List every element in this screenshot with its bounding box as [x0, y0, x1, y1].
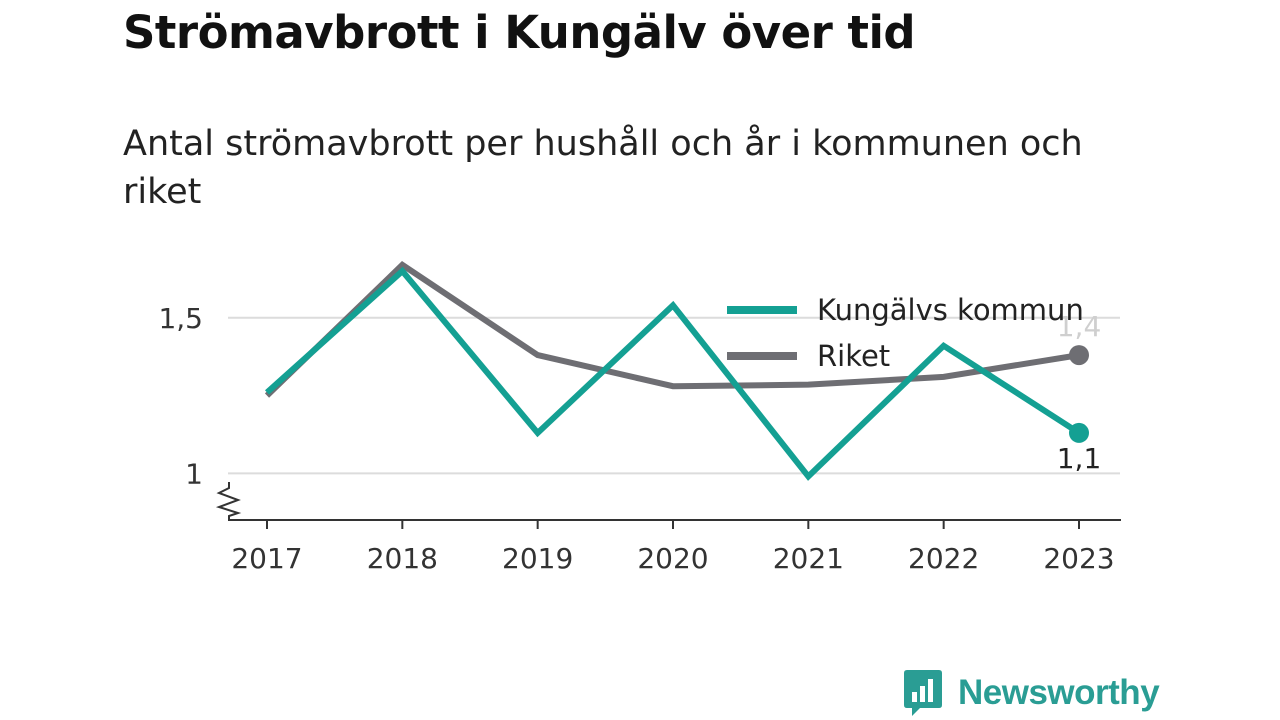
legend-label: Kungälvs kommun: [817, 293, 1084, 327]
brand-name: Newsworthy: [958, 673, 1160, 712]
data-labels: 1,1 1,4: [1057, 310, 1102, 475]
y-tick-label: 1: [185, 457, 203, 490]
legend-label: Riket: [817, 339, 890, 373]
x-axis: 2017 2018 2019 2020 2021 2022 2023: [215, 482, 1121, 575]
chart-title: Strömavbrott i Kungälv över tid: [123, 6, 916, 59]
y-tick-label: 1,5: [158, 302, 203, 335]
x-tick-label: 2022: [908, 542, 979, 575]
newsworthy-logo-icon: [904, 670, 942, 716]
axis-break-icon: [215, 482, 242, 520]
newsworthy-brand[interactable]: Newsworthy: [902, 668, 1160, 718]
x-tick-label: 2018: [367, 542, 438, 575]
legend: Kungälvs kommun Riket: [727, 293, 1084, 373]
series-lines: [264, 261, 1089, 481]
x-tick-label: 2023: [1043, 542, 1114, 575]
end-point-riket: [1069, 345, 1089, 366]
series-line-kungalv: [264, 266, 1081, 481]
x-tick-label: 2021: [773, 542, 844, 575]
x-tick-label: 2019: [502, 542, 573, 575]
end-label-kungalv: 1,1: [1057, 442, 1102, 475]
series-line-riket: [264, 261, 1080, 398]
x-tick-label: 2020: [637, 542, 708, 575]
end-label-riket: 1,4: [1057, 310, 1102, 343]
gridlines: 11,5: [158, 302, 1120, 490]
end-point-kungalv: [1069, 422, 1089, 443]
chart-subtitle: Antal strömavbrott per hushåll och år i …: [123, 124, 1083, 212]
x-tick-label: 2017: [231, 542, 302, 575]
